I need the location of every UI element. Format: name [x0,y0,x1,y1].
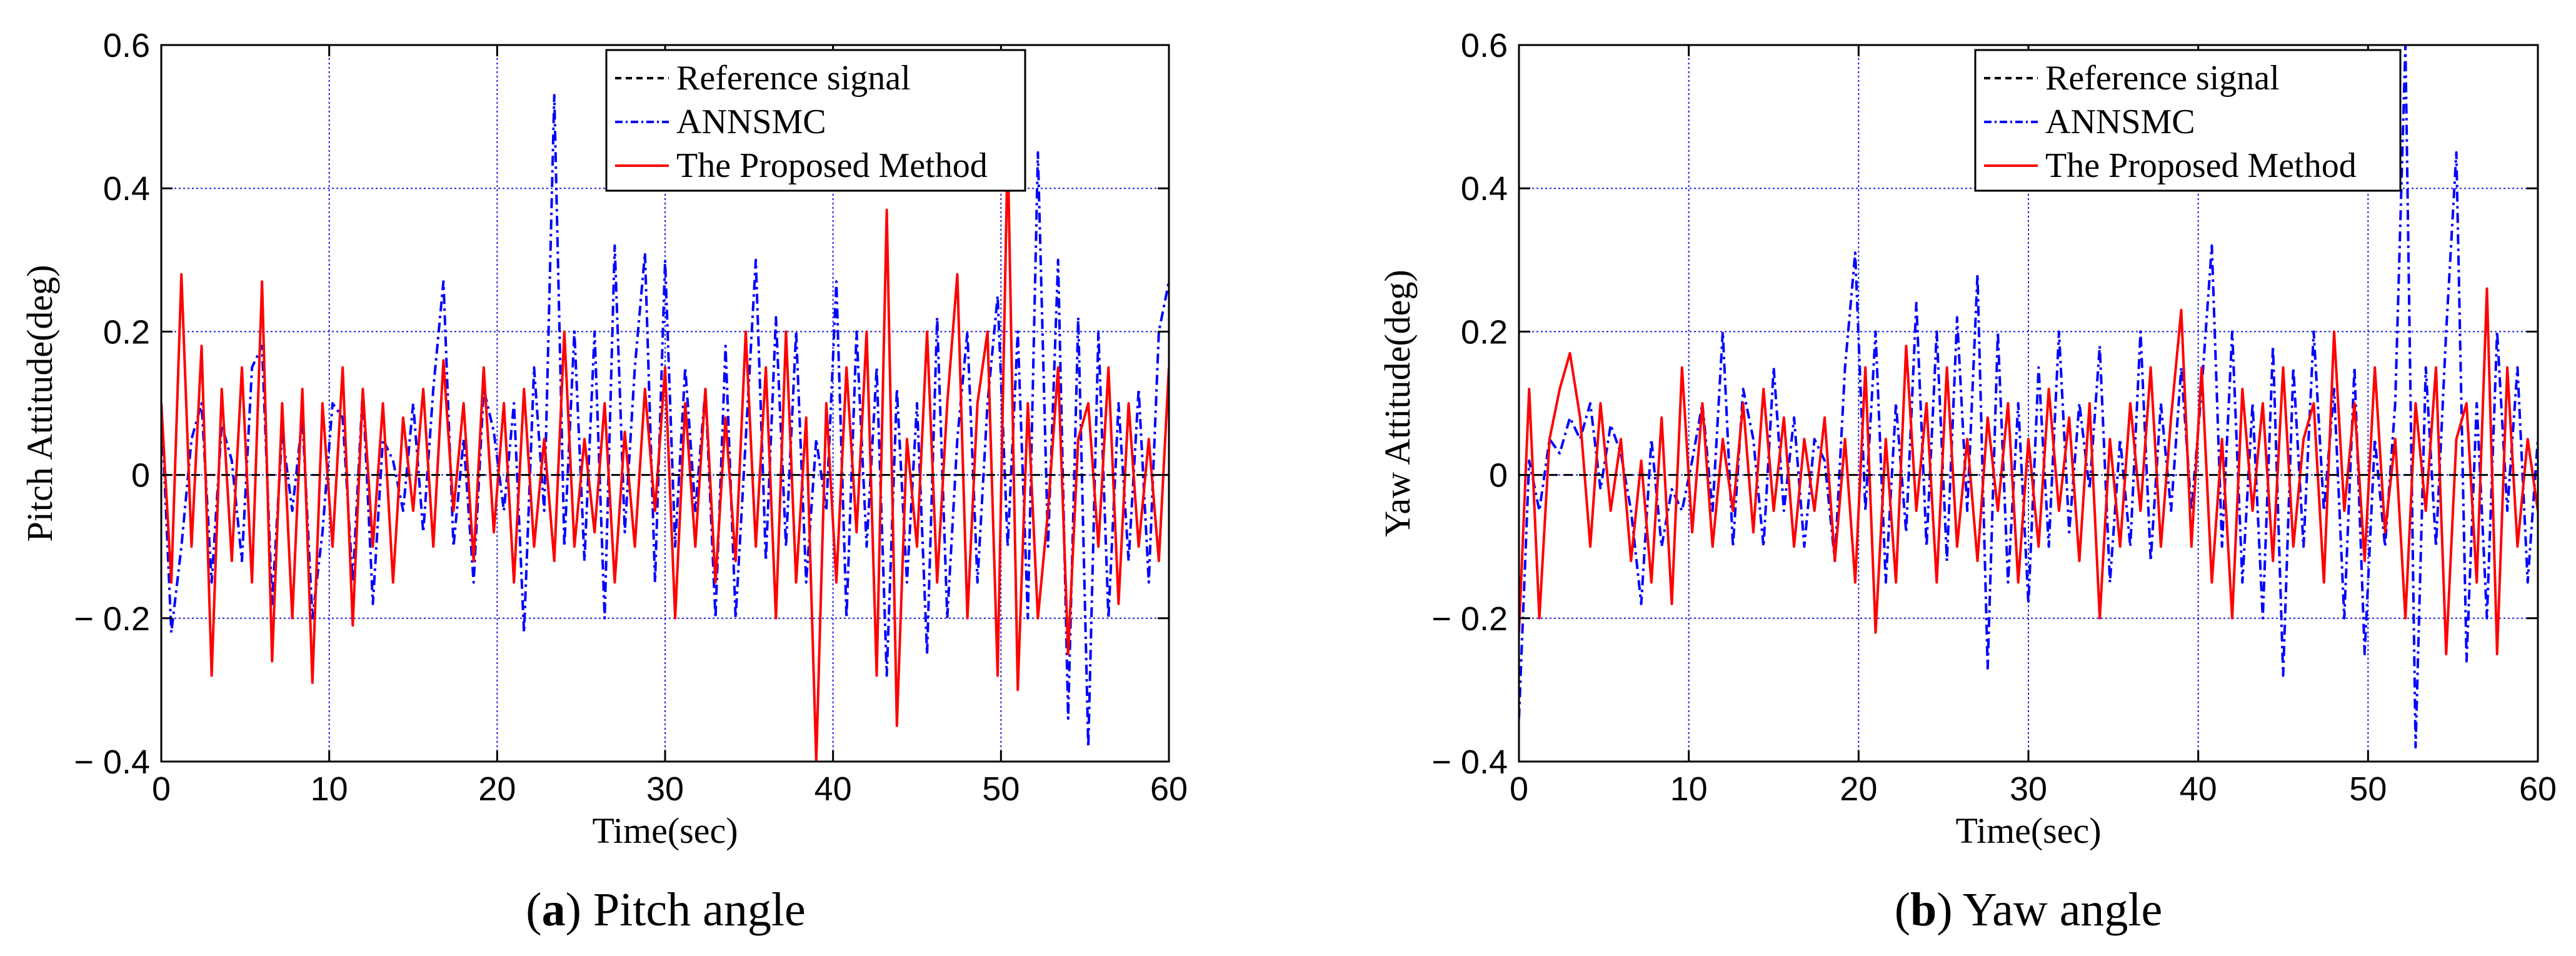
y-tick-label: − 0.2 [74,600,150,638]
x-tick-label: 50 [2349,770,2387,808]
x-tick-label: 10 [1670,770,1708,808]
y-tick-label: 0.6 [1461,27,1508,64]
y-tick-label: 0 [1489,457,1508,495]
series-line-the-proposed-method [161,144,1169,762]
x-axis-label: Time(sec) [592,810,738,851]
series-line-the-proposed-method [1519,287,2538,656]
y-tick-label: 0.6 [103,27,150,64]
caption-open-paren: ( [1895,883,1910,936]
y-tick-label: 0 [131,457,150,495]
y-tick-label: 0.4 [103,170,150,208]
y-tick-label: − 0.4 [74,743,150,781]
y-axis-label: Yaw Attitude(deg) [1377,269,1418,536]
legend-label: The Proposed Method [2045,146,2357,185]
x-tick-label: 60 [2519,770,2557,808]
y-tick-label: − 0.4 [1431,743,1508,781]
legend-label: ANNSMC [676,103,826,141]
caption-open-paren: ( [526,883,541,936]
panel-yaw: 0 10 20 30 40 50 60 − 0.4 − 0.2 0 0.2 0.4 0.6 Time(se… [1377,27,2557,936]
panel-caption: (a) Pitch angle [526,883,805,936]
x-tick-label: 10 [311,770,348,808]
caption-close-paren: ) [566,883,593,936]
x-tick-label: 40 [814,770,852,808]
x-tick-label: 40 [2180,770,2217,808]
panel-pitch: 0 10 20 30 40 50 60 − 0.4 − 0.2 0 0.2 0.4 0.6 Time(se… [19,27,1188,936]
x-tick-label: 30 [646,770,684,808]
legend-label: Reference signal [676,59,911,98]
y-axis-label: Pitch Attitude(deg) [19,265,60,542]
x-tick-label: 20 [478,770,516,808]
series-line-annsmc [161,94,1169,749]
x-tick-label: 30 [2010,770,2047,808]
caption-text: Yaw angle [1963,883,2162,936]
y-tick-label: − 0.2 [1431,600,1508,638]
y-tick-label: 0.4 [1461,170,1508,208]
x-tick-label: 50 [982,770,1020,808]
legend-label: The Proposed Method [676,146,988,185]
x-axis-label: Time(sec) [1955,810,2101,851]
y-tick-label: 0.2 [1461,313,1508,351]
y-tick-label: 0.2 [103,313,150,351]
legend-label: Reference signal [2045,59,2280,98]
legend-box [1974,49,2402,192]
x-tick-label: 60 [1150,770,1188,808]
x-tick-label: 0 [152,770,171,808]
x-tick-label: 20 [1840,770,1877,808]
caption-close-paren: ) [1937,883,1963,936]
panel-caption: (b) Yaw angle [1895,883,2163,936]
caption-tag: a [542,883,566,936]
legend-label: ANNSMC [2045,103,2195,141]
caption-tag: b [1910,883,1937,936]
x-tick-label: 0 [1510,770,1528,808]
legend-box [605,49,1026,192]
caption-text: Pitch angle [593,883,806,936]
